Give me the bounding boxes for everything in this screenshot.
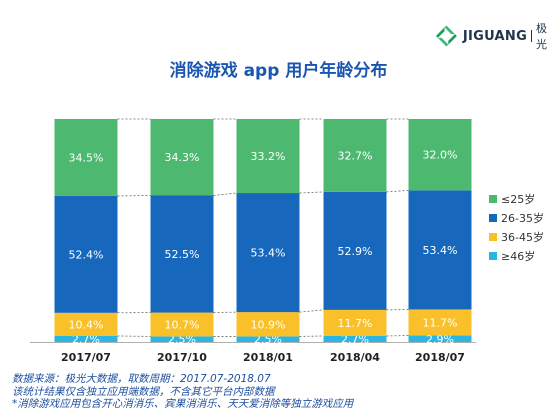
legend-item: ≥46岁 — [489, 247, 544, 264]
legend-swatch — [489, 213, 497, 222]
bar-segment — [150, 119, 214, 196]
bar-segment — [236, 119, 300, 194]
bar-segment — [408, 190, 472, 310]
bar-segment — [408, 119, 472, 191]
legend-item: ≤25岁 — [489, 190, 544, 207]
connector-line — [299, 309, 324, 313]
legend-swatch — [489, 194, 497, 203]
data-label: 33.2% — [251, 150, 286, 163]
data-label: 10.9% — [251, 318, 286, 331]
legend-item: 36-45岁 — [489, 228, 544, 245]
data-label: 34.5% — [69, 151, 104, 164]
bar-segment — [54, 312, 118, 336]
bar-segment — [150, 336, 214, 342]
data-label: 10.4% — [69, 318, 104, 331]
connector-line — [386, 189, 409, 193]
data-label: 2.7% — [341, 333, 369, 346]
bar-segment — [150, 195, 214, 313]
legend-label: 36-45岁 — [501, 230, 544, 244]
source-notes: 数据来源：极光大数据，取数周期：2017.07-2018.07 该统计结果仅含独立… — [12, 373, 353, 411]
data-label: 32.7% — [338, 149, 373, 162]
data-label: 52.5% — [165, 248, 200, 261]
connector-line — [213, 192, 237, 196]
bar-segment — [236, 336, 300, 342]
bar-segment — [323, 119, 387, 192]
note-line: 数据来源：极光大数据，取数周期：2017.07-2018.07 — [12, 373, 271, 385]
bar-segment — [323, 309, 387, 336]
data-label: 2.9% — [426, 333, 454, 346]
data-label: 11.7% — [338, 317, 373, 330]
bar-segment — [408, 335, 472, 342]
bar-segment — [323, 335, 387, 342]
data-label: 11.7% — [423, 316, 458, 329]
bar-segment — [236, 193, 300, 313]
brand-cn-name: 极光 — [536, 22, 547, 51]
note-line: 该统计结果仅含独立应用端数据，不含其它平台内部数据 — [12, 385, 275, 398]
brand-divider — [531, 30, 532, 42]
bar-segment — [54, 119, 118, 196]
data-label: 32.0% — [423, 149, 458, 162]
bar-segment — [54, 195, 118, 313]
data-label: 53.4% — [251, 247, 286, 260]
data-label: 2.5% — [254, 333, 282, 346]
legend-label: ≥46岁 — [501, 249, 536, 263]
note-line: *消除游戏应用包含开心消消乐、宾果消消乐、天天爱消除等独立游戏应用 — [12, 398, 354, 410]
data-label: 52.4% — [69, 248, 104, 261]
chart-title: 消除游戏 app 用户年龄分布 — [169, 61, 388, 81]
jiguang-logo-icon — [435, 25, 457, 47]
chart-legend: ≤25岁 26-35岁 36-45岁 ≥46岁 — [489, 190, 544, 266]
legend-item: 26-35岁 — [489, 209, 544, 226]
x-tick-label: 2018/01 — [243, 351, 293, 364]
data-label: 34.3% — [165, 151, 200, 164]
connector-line — [299, 191, 324, 194]
bar-segment — [323, 191, 387, 310]
data-label: 2.7% — [72, 333, 100, 346]
bar-segment — [54, 335, 118, 342]
x-tick-label: 2017/07 — [61, 351, 111, 364]
legend-label: 26-35岁 — [501, 211, 544, 225]
bar-segment — [408, 309, 472, 336]
data-label: 52.9% — [338, 245, 373, 258]
data-label: 10.7% — [165, 318, 200, 331]
data-label: 53.4% — [423, 244, 458, 257]
legend-swatch — [489, 232, 497, 241]
data-label: 2.5% — [168, 333, 196, 346]
brand-name: JIGUANG — [462, 28, 528, 44]
legend-label: ≤25岁 — [501, 192, 536, 206]
bar-segment — [236, 312, 300, 337]
bar-segment — [150, 312, 214, 337]
x-tick-label: 2018/07 — [415, 351, 465, 364]
x-tick-label: 2018/04 — [330, 351, 380, 364]
x-tick-label: 2017/10 — [157, 351, 207, 364]
brand-logo: JIGUANG 极光 — [434, 20, 557, 52]
legend-swatch — [489, 251, 497, 260]
